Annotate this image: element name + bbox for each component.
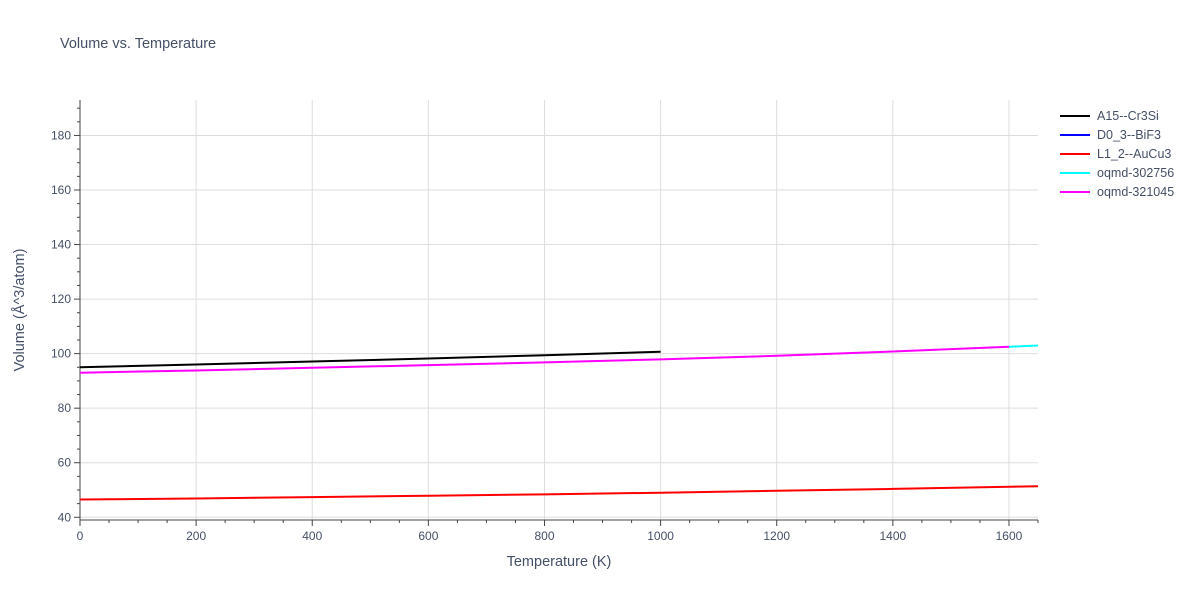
legend-swatch [1060, 114, 1090, 117]
legend-swatch [1060, 133, 1090, 136]
x-tick-label: 200 [186, 529, 206, 543]
x-tick-label: 1000 [647, 529, 674, 543]
x-tick-label: 800 [534, 529, 554, 543]
x-tick-label: 400 [302, 529, 322, 543]
axes: 0 200 400 600 800 1000 1200 1400 1600 40 60 80 100 12… [51, 100, 1039, 543]
y-tick-label: 40 [58, 510, 72, 524]
y-tick-label: 100 [51, 347, 71, 361]
legend-item[interactable]: A15--Cr3Si [1060, 106, 1174, 125]
legend-label: A15--Cr3Si [1097, 108, 1159, 123]
chart-title: Volume vs. Temperature [60, 36, 217, 52]
y-tick-label: 120 [51, 292, 71, 306]
x-tick-label: 1400 [879, 529, 906, 543]
y-tick-label: 160 [51, 183, 71, 197]
legend-swatch [1060, 171, 1090, 174]
legend-item[interactable]: L1_2--AuCu3 [1060, 144, 1174, 163]
series-line [79, 485, 1039, 501]
legend-label: oqmd-302756 [1097, 165, 1175, 180]
legend-item[interactable]: D0_3--BiF3 [1060, 125, 1174, 144]
series-lines [79, 344, 1039, 501]
y-tick-label: 60 [58, 456, 72, 470]
y-tick-label: 80 [58, 401, 72, 415]
y-tick-label: 140 [51, 238, 71, 252]
y-tick-label: 180 [51, 128, 71, 142]
legend-label: D0_3--BiF3 [1097, 127, 1161, 142]
legend-item[interactable]: oqmd-321045 [1060, 182, 1174, 201]
legend-swatch [1060, 152, 1090, 155]
x-tick-label: 600 [418, 529, 438, 543]
x-tick-label: 1600 [996, 529, 1023, 543]
legend-label: L1_2--AuCu3 [1097, 146, 1172, 161]
series-line [79, 345, 1010, 374]
legend-swatch [1060, 190, 1090, 193]
x-tick-label: 1200 [763, 529, 790, 543]
series-line [79, 350, 661, 369]
legend-label: oqmd-321045 [1097, 184, 1175, 199]
series-line [1008, 344, 1039, 348]
grid [80, 100, 1038, 520]
x-axis-title: Temperature (K) [506, 554, 612, 570]
x-tick-label: 0 [77, 529, 84, 543]
legend-item[interactable]: oqmd-302756 [1060, 163, 1174, 182]
legend[interactable]: A15--Cr3Si D0_3--BiF3 L1_2--AuCu3 oqmd-3027… [1060, 106, 1174, 201]
y-axis-title: Volume (Å^3/atom) [12, 248, 28, 372]
